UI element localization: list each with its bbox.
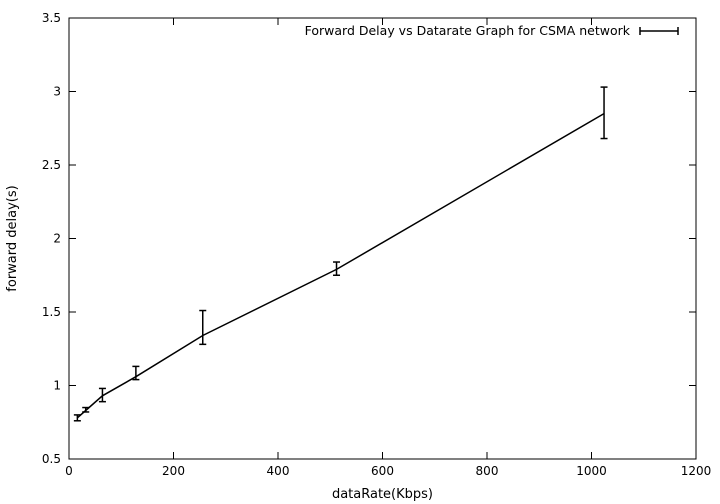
plot-frame: [68, 17, 697, 460]
x-tick-label: 600: [371, 464, 394, 478]
x-tick-label: 1200: [681, 464, 712, 478]
x-tick-label: 1000: [576, 464, 607, 478]
y-axis-ticks: 0.5 1 1.5 2 2.5 3 3.5: [42, 11, 696, 466]
data-series: [73, 86, 608, 422]
x-tick-label: 800: [476, 464, 499, 478]
x-axis-ticks: 0 200 400 600 800 1000 1200: [65, 18, 711, 478]
y-tick-label: 2: [53, 232, 61, 246]
legend-entry-sample: [639, 27, 679, 35]
y-tick-label: 0.5: [42, 452, 61, 466]
legend: Forward Delay vs Datarate Graph for CSMA…: [305, 23, 679, 38]
y-tick-label: 3: [53, 85, 61, 99]
x-axis-label: dataRate(Kbps): [332, 487, 433, 502]
series-line: [76, 112, 605, 419]
y-tick-label: 3.5: [42, 11, 61, 25]
y-tick-label: 1.5: [42, 305, 61, 319]
x-tick-label: 0: [65, 464, 73, 478]
x-tick-label: 400: [267, 464, 290, 478]
y-tick-label: 1: [53, 379, 61, 393]
x-tick-label: 200: [162, 464, 185, 478]
y-tick-label: 2.5: [42, 158, 61, 172]
y-axis-label: forward delay(s): [5, 185, 20, 291]
legend-entry-label: Forward Delay vs Datarate Graph for CSMA…: [305, 23, 631, 38]
